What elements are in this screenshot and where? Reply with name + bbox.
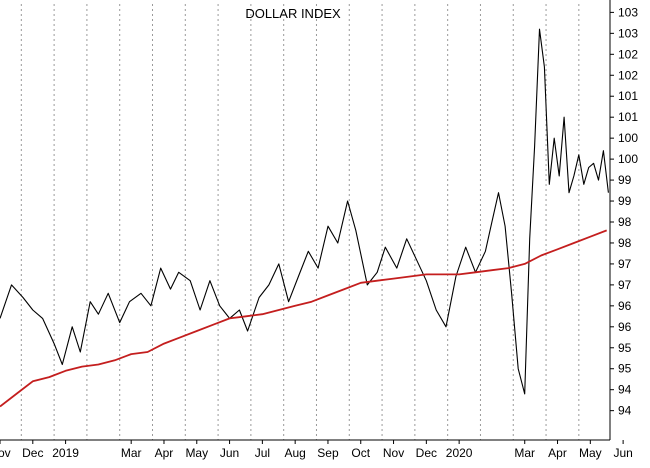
x-tick-label: Aug [284, 446, 305, 460]
y-tick-label: 101 [618, 89, 638, 103]
y-tick-label: 98 [618, 215, 632, 229]
y-tick-label: 96 [618, 320, 632, 334]
x-tick-label: Dec [416, 446, 437, 460]
x-tick-label: Mar [514, 446, 535, 460]
x-tick-label: 2019 [52, 446, 79, 460]
grid [20, 4, 580, 440]
y-tick-label: 95 [618, 341, 632, 355]
x-tick-label: Sep [317, 446, 339, 460]
x-tick-label: Nov [0, 446, 11, 460]
x-tick-label: Mar [121, 446, 142, 460]
x-tick-label: Jul [255, 446, 270, 460]
x-tick-label: Nov [383, 446, 404, 460]
y-tick-label: 100 [618, 131, 638, 145]
x-tick-label: May [185, 446, 208, 460]
x-tick-label: 2020 [446, 446, 473, 460]
y-tick-label: 94 [618, 383, 632, 397]
x-tick-label: Jun [220, 446, 239, 460]
y-tick-label: 101 [618, 110, 638, 124]
y-tick-label: 96 [618, 299, 632, 313]
x-tick-label: Oct [351, 446, 370, 460]
y-tick-label: 94 [618, 404, 632, 418]
x-tick-label: Dec [22, 446, 43, 460]
y-tick-label: 99 [618, 194, 632, 208]
price-line [0, 28, 609, 395]
series-group [0, 28, 609, 408]
y-tick-label: 97 [618, 278, 632, 292]
y-tick-label: 103 [618, 26, 638, 40]
y-tick-label: 103 [618, 5, 638, 19]
axes: 103 103 102 102 101 101 100 100 99 99 98 98 97 97 96 96… [0, 0, 638, 460]
y-tick-label: 95 [618, 362, 632, 376]
y-tick-label: 102 [618, 68, 638, 82]
x-tick-label: Apr [155, 446, 174, 460]
chart-title: DOLLAR INDEX [245, 6, 341, 21]
moving-average-line [0, 229, 608, 408]
y-tick-label: 99 [618, 173, 632, 187]
y-tick-label: 98 [618, 236, 632, 250]
x-tick-label: Apr [548, 446, 567, 460]
y-tick-label: 102 [618, 47, 638, 61]
x-tick-label: May [579, 446, 602, 460]
y-tick-label: 97 [618, 257, 632, 271]
y-tick-label: 100 [618, 152, 638, 166]
x-tick-label: Jun [613, 446, 632, 460]
